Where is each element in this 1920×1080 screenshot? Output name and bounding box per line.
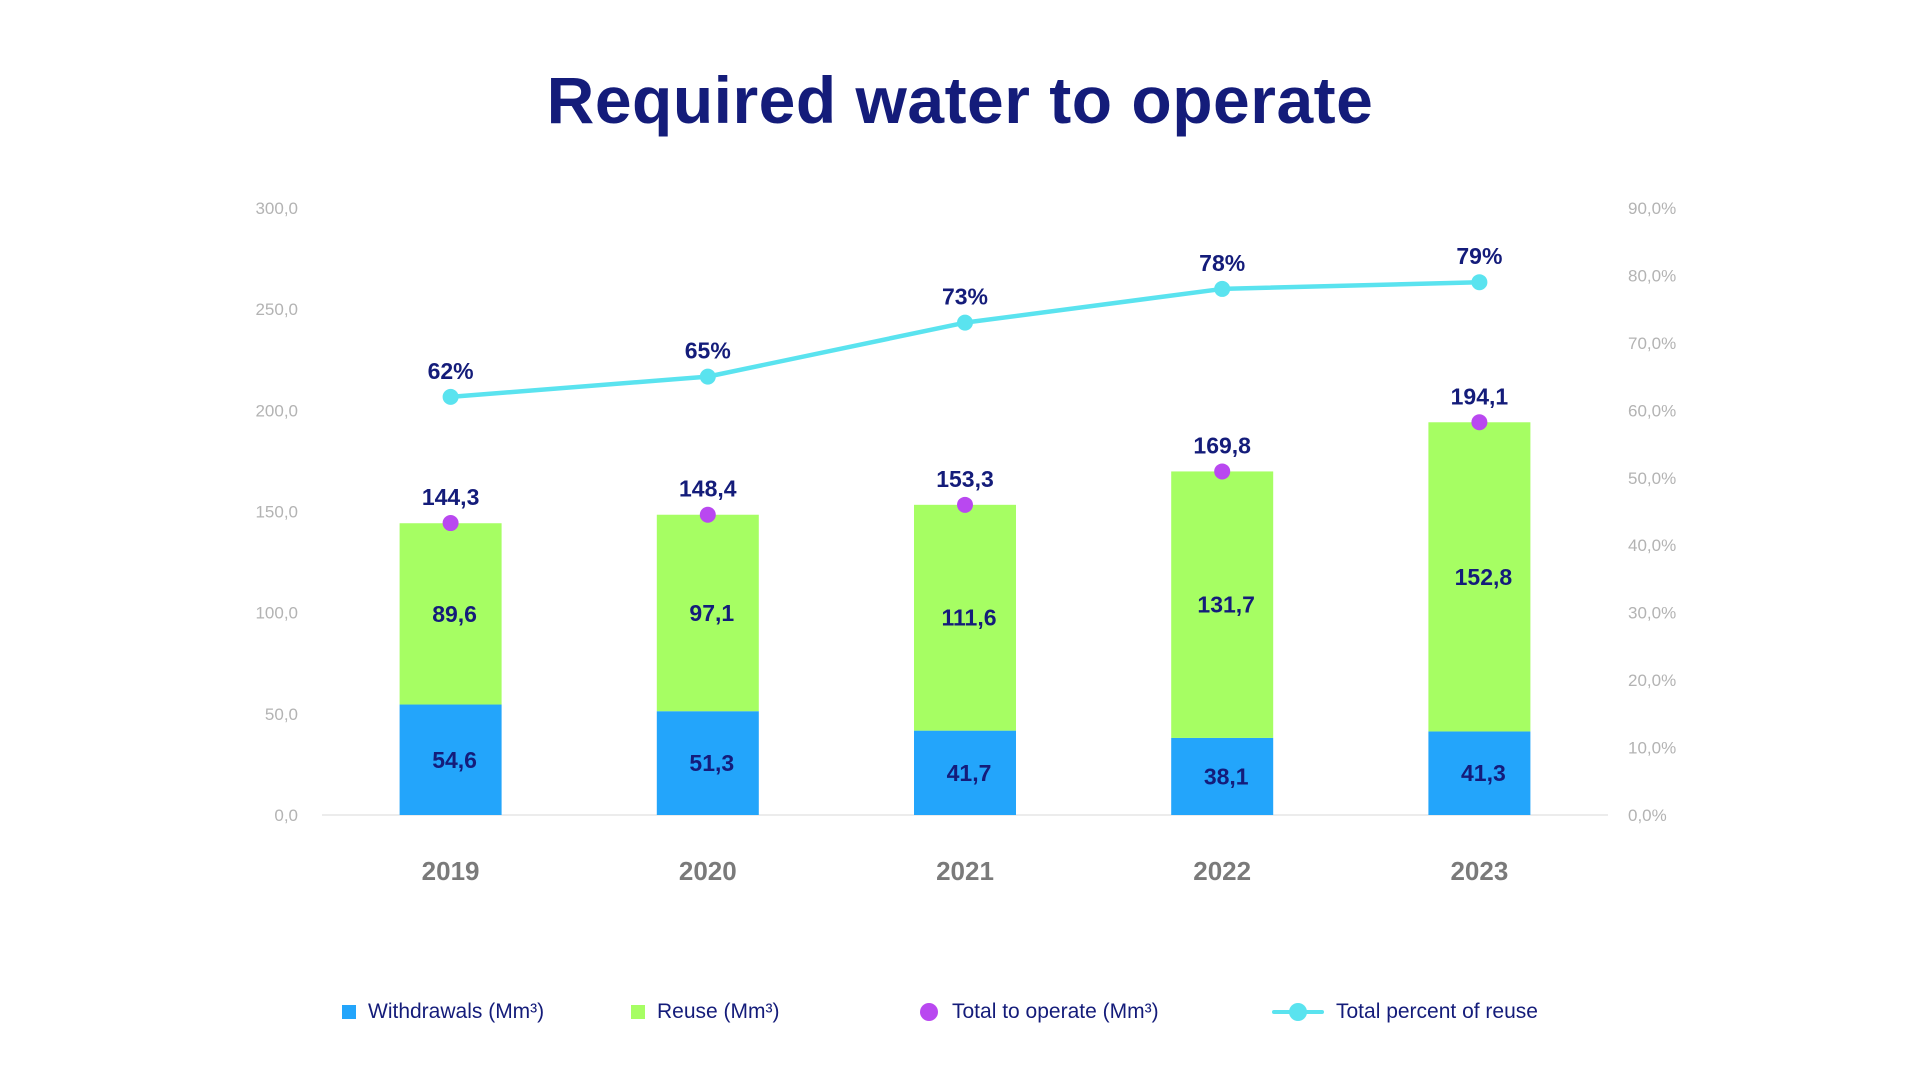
label-reuse: 89,6 [432, 601, 477, 627]
legend: Withdrawals (Mm³) Reuse (Mm³) Total to o… [0, 992, 1920, 1032]
point-total [957, 496, 973, 513]
chart-title: Required water to operate [546, 63, 1374, 137]
y-left-tick-label: 200,0 [255, 401, 298, 420]
point-total [442, 515, 459, 532]
label-withdrawals: 41,3 [1461, 760, 1506, 786]
bar-reuse [914, 504, 1016, 731]
label-percent: 78% [1199, 250, 1245, 276]
label-total: 148,4 [679, 476, 737, 502]
point-percent [442, 388, 459, 405]
bar-withdrawals [399, 704, 502, 815]
axes-group: 0,0 50,0 100,0 150,0 200,0 250,0 300,0 0,0% 10,0… [255, 199, 1676, 886]
label-withdrawals: 51,3 [689, 750, 734, 776]
point-percent [957, 314, 973, 331]
data-labels-group: 54,6 89,6 51,3 97,1 41,7 111,6 38,1 131,7 41,3 15… [422, 243, 1513, 789]
y-left-tick-label: 250,0 [255, 300, 298, 319]
y-right-tick-label: 40,0% [1628, 536, 1676, 555]
x-category-label: 2022 [1193, 856, 1251, 886]
y-right-tick-label: 80,0% [1628, 266, 1676, 285]
bar-withdrawals [1428, 731, 1531, 815]
withdrawals-swatch-icon [342, 1005, 356, 1019]
y-right-tick-label: 50,0% [1628, 469, 1676, 488]
y-right-tick-label: 30,0% [1628, 604, 1676, 623]
label-reuse: 111,6 [941, 605, 996, 631]
bar-withdrawals [914, 730, 1016, 815]
point-percent [1214, 280, 1231, 297]
legend-label-withdrawals: Withdrawals (Mm³) [368, 1000, 545, 1023]
y-left-tick-label: 300,0 [255, 199, 298, 218]
bar-reuse [399, 523, 502, 705]
bar-withdrawals [1171, 737, 1274, 815]
y-left-tick-label: 0,0 [274, 806, 298, 825]
point-total [699, 506, 716, 523]
legend-item-total: Total to operate (Mm³) [920, 992, 1159, 1032]
y-left-tick-label: 150,0 [255, 503, 298, 522]
point-total [1214, 463, 1231, 480]
y-right-tick-label: 60,0% [1628, 401, 1676, 420]
y-right-tick-label: 0,0% [1628, 806, 1667, 825]
x-category-label: 2021 [936, 856, 994, 886]
label-percent: 73% [942, 284, 988, 310]
x-category-label: 2019 [422, 856, 480, 886]
legend-item-withdrawals: Withdrawals (Mm³) [342, 992, 544, 1032]
bar-reuse [1428, 422, 1531, 732]
legend-label-total: Total to operate (Mm³) [952, 1000, 1159, 1023]
bar-withdrawals [656, 711, 759, 815]
label-withdrawals: 38,1 [1204, 763, 1249, 789]
total-dot-icon [920, 1003, 938, 1021]
legend-item-percent: Total percent of reuse [1272, 992, 1538, 1032]
y-right-tick-label: 90,0% [1628, 199, 1676, 218]
label-reuse: 131,7 [1197, 592, 1255, 618]
reuse-line-group [442, 274, 1488, 532]
legend-item-reuse: Reuse (Mm³) [631, 992, 780, 1032]
label-withdrawals: 41,7 [947, 760, 992, 786]
label-total: 169,8 [1193, 432, 1251, 458]
label-percent: 79% [1456, 243, 1502, 269]
point-percent [699, 368, 716, 385]
legend-label-percent: Total percent of reuse [1336, 1000, 1538, 1023]
bar-reuse [1171, 471, 1274, 738]
label-withdrawals: 54,6 [432, 747, 477, 773]
reuse-swatch-icon [631, 1005, 645, 1019]
bars-group [399, 422, 1531, 815]
label-total: 144,3 [422, 484, 480, 510]
label-reuse: 97,1 [689, 600, 734, 626]
y-right-tick-label: 10,0% [1628, 739, 1676, 758]
label-total: 153,3 [936, 466, 994, 492]
point-percent [1471, 274, 1488, 291]
label-total: 194,1 [1451, 383, 1509, 409]
legend-label-reuse: Reuse (Mm³) [657, 1000, 780, 1023]
x-category-label: 2020 [679, 856, 737, 886]
y-right-tick-label: 70,0% [1628, 334, 1676, 353]
y-right-tick-label: 20,0% [1628, 671, 1676, 690]
label-percent: 65% [685, 338, 731, 364]
label-reuse: 152,8 [1455, 564, 1513, 590]
y-left-tick-label: 100,0 [255, 604, 298, 623]
point-total [1471, 414, 1488, 431]
percent-line-icon [1272, 1003, 1324, 1021]
x-category-label: 2023 [1450, 856, 1508, 886]
bar-reuse [656, 514, 759, 712]
y-left-tick-label: 50,0 [265, 705, 298, 724]
label-percent: 62% [428, 358, 474, 384]
